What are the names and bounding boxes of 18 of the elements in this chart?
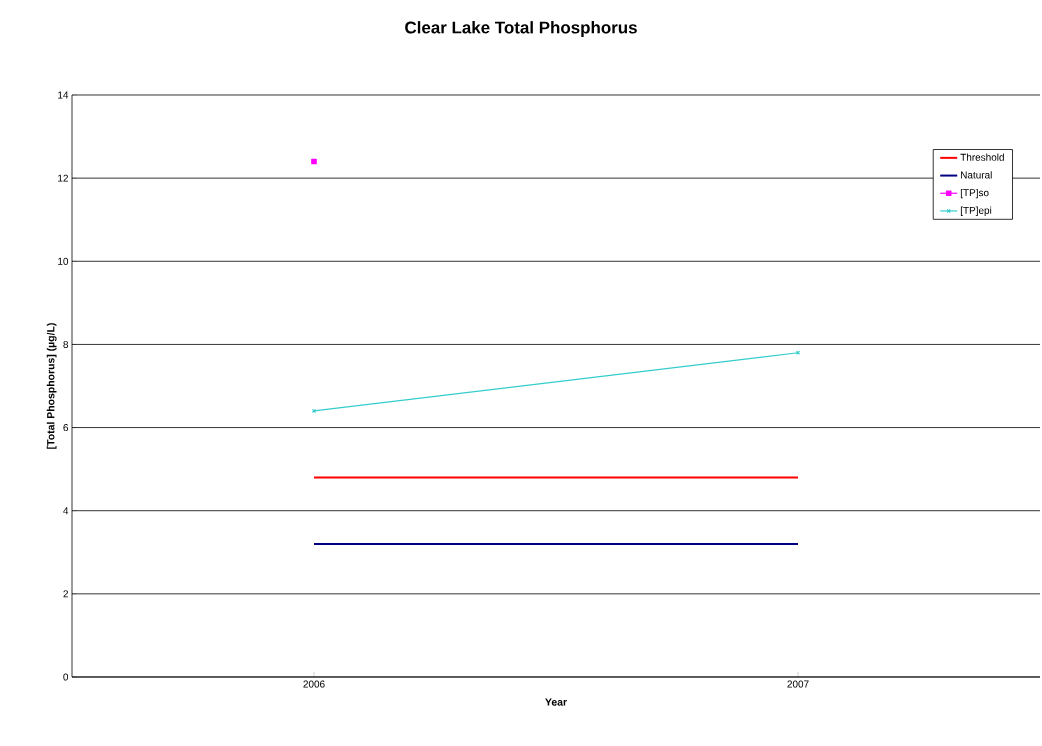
y-tick-label: 0 — [63, 673, 69, 681]
y-tick-label: 4 — [63, 507, 69, 515]
y-tick-label: 10 — [58, 257, 69, 265]
y-tick-label: 2 — [63, 590, 68, 598]
legend-label: Natural — [961, 171, 992, 179]
legend-label: [TP]epi — [960, 206, 992, 216]
x-tick-label: 2007 — [787, 680, 809, 688]
x-tick-label: 2006 — [303, 680, 325, 688]
y-tick-label: 6 — [63, 424, 69, 432]
y-tick-label: 12 — [58, 174, 68, 182]
x-axis-title: Year — [545, 698, 567, 706]
y-tick-label: 8 — [63, 340, 69, 348]
y-axis-title: [Total Phosphorus] (µg/L) — [46, 323, 57, 449]
point — [311, 158, 317, 165]
legend-label: Threshold — [960, 153, 1004, 161]
y-tick-label: 14 — [58, 91, 69, 99]
chart-title: Clear Lake Total Phosphorus — [405, 21, 637, 37]
legend-label: [TP]so — [960, 188, 989, 199]
